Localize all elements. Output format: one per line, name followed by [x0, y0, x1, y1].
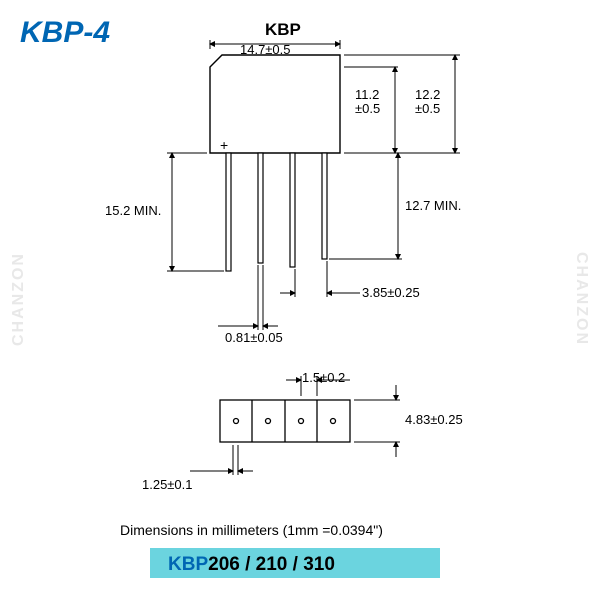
parts-prefix: KBP	[168, 554, 208, 575]
label-lead-width: 0.81±0.05	[225, 330, 283, 345]
component-leads	[226, 153, 327, 271]
dim-lead-left	[167, 153, 224, 271]
dim-lead-width	[218, 265, 278, 330]
parts-suffix: 206 / 210 / 310	[208, 554, 335, 575]
label-height-inner: 11.2 ±0.5	[355, 88, 380, 117]
label-body-width: 14.7±0.5	[240, 42, 291, 57]
part-numbers: KBP206 / 210 / 310	[150, 548, 353, 582]
technical-drawing: +	[0, 0, 600, 600]
dimensions-note: Dimensions in millimeters (1mm =0.0394")	[120, 522, 383, 538]
label-lead-pitch: 3.85±0.25	[362, 285, 420, 300]
label-side-height: 4.83±0.25	[405, 412, 463, 427]
label-side-thickness: 1.5±0.2	[302, 370, 345, 385]
label-hole: 1.25±0.1	[142, 477, 193, 492]
dim-side-height	[354, 385, 400, 457]
component-side-view	[220, 400, 350, 442]
label-lead-left: 15.2 MIN.	[105, 203, 161, 218]
dim-lead-right	[329, 153, 402, 259]
label-height-outer: 12.2 ±0.5	[415, 88, 440, 117]
polarity-mark: +	[220, 137, 228, 153]
label-lead-right: 12.7 MIN.	[405, 198, 461, 213]
component-body-front	[210, 55, 340, 153]
dim-hole	[190, 445, 253, 475]
